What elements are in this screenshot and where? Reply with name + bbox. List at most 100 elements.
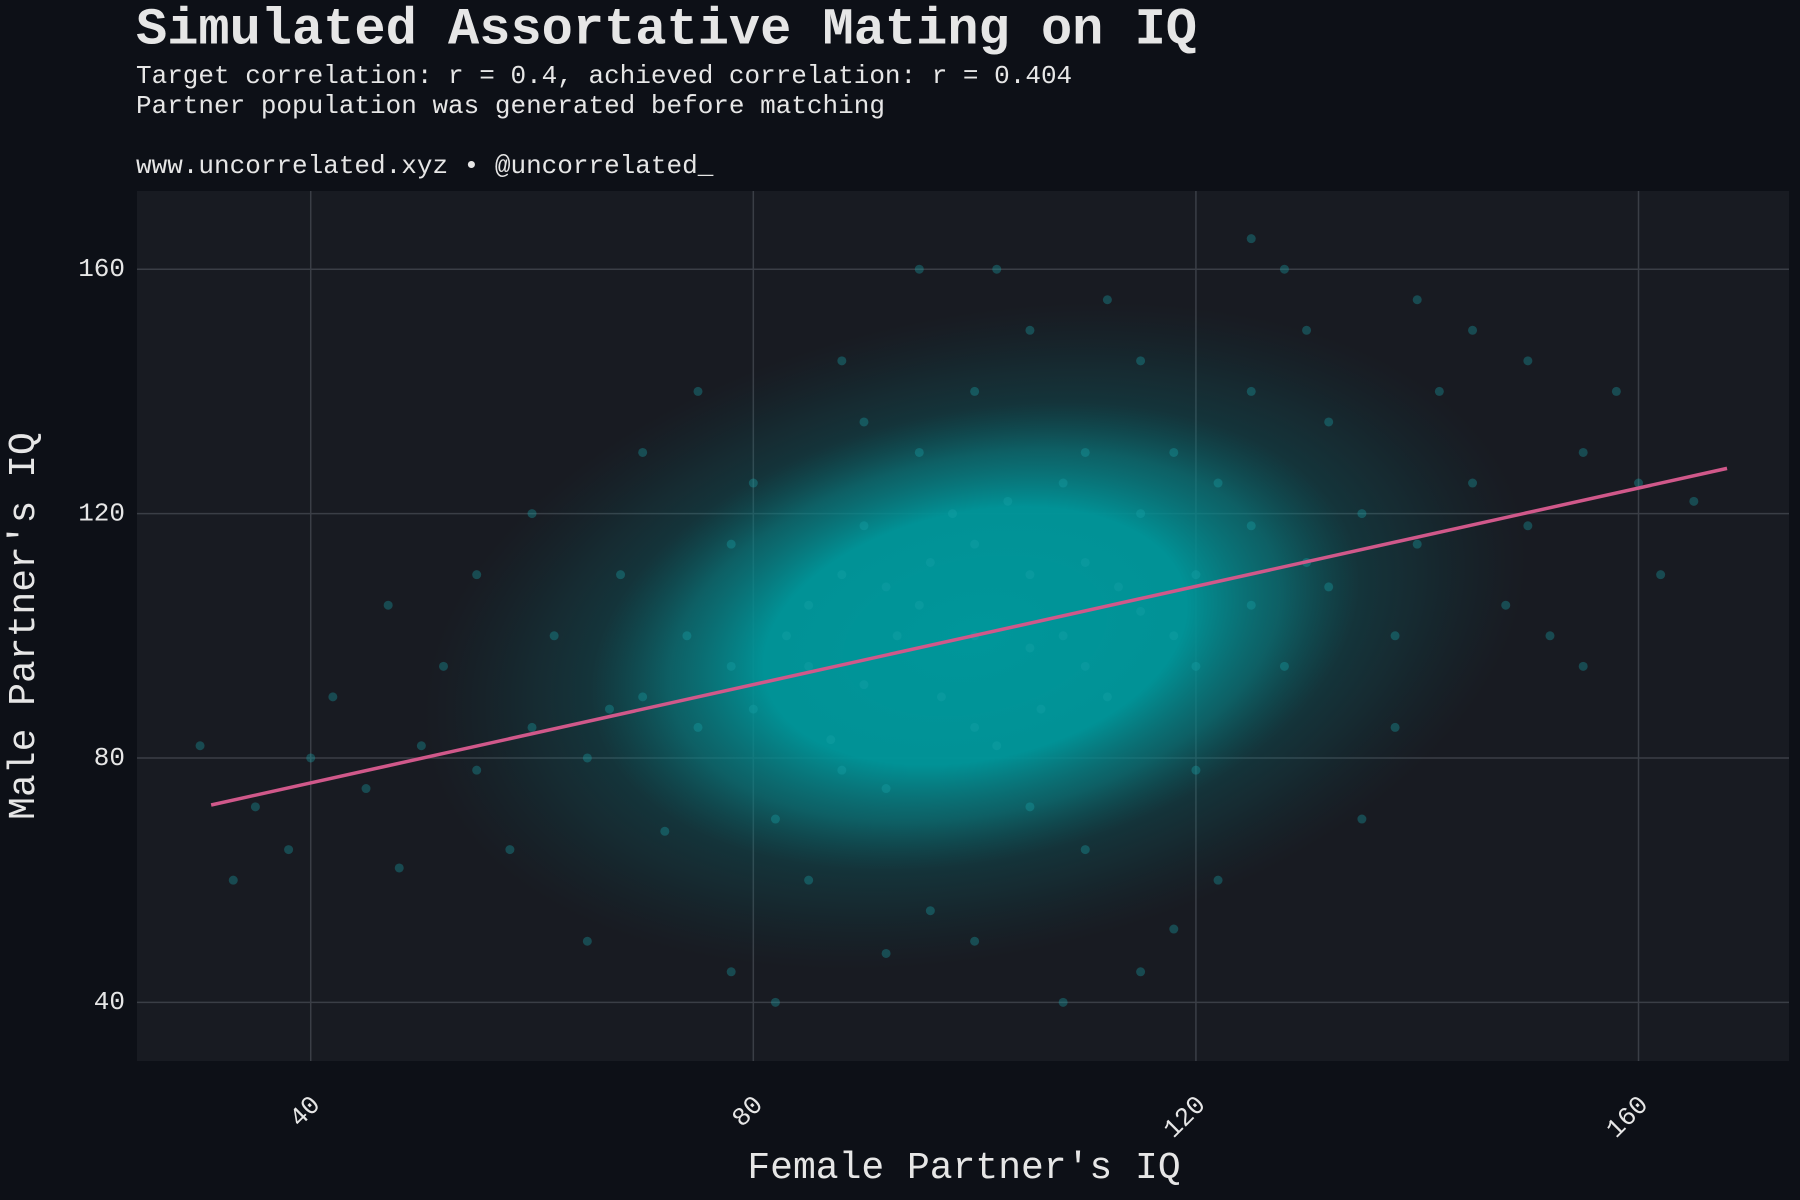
point bbox=[383, 600, 393, 610]
point bbox=[582, 753, 592, 763]
point bbox=[693, 386, 703, 396]
point bbox=[693, 722, 703, 732]
point bbox=[1025, 570, 1035, 580]
point bbox=[1523, 356, 1533, 366]
point bbox=[1246, 386, 1256, 396]
point bbox=[992, 264, 1002, 274]
point bbox=[804, 875, 814, 885]
point bbox=[328, 692, 338, 702]
point bbox=[1025, 643, 1035, 653]
point bbox=[1611, 386, 1621, 396]
point bbox=[1412, 539, 1422, 549]
point bbox=[1113, 582, 1123, 592]
subtitle: Partner population was generated before … bbox=[136, 91, 885, 121]
point bbox=[604, 704, 614, 714]
point bbox=[472, 765, 482, 775]
point bbox=[1279, 661, 1289, 671]
point bbox=[748, 704, 758, 714]
point bbox=[306, 753, 316, 763]
point bbox=[1136, 606, 1146, 616]
point bbox=[1025, 802, 1035, 812]
point bbox=[770, 814, 780, 824]
point bbox=[682, 631, 692, 641]
point bbox=[1058, 997, 1068, 1007]
point bbox=[505, 845, 515, 855]
point bbox=[660, 826, 670, 836]
point bbox=[1213, 478, 1223, 488]
point bbox=[726, 539, 736, 549]
point bbox=[1191, 765, 1201, 775]
point bbox=[638, 692, 648, 702]
point bbox=[1080, 845, 1090, 855]
point bbox=[914, 600, 924, 610]
y-tick-label: 120 bbox=[78, 498, 125, 528]
point bbox=[892, 631, 902, 641]
point bbox=[837, 356, 847, 366]
point bbox=[1390, 631, 1400, 641]
point bbox=[1169, 631, 1179, 641]
point bbox=[1523, 521, 1533, 531]
point bbox=[1501, 600, 1511, 610]
point bbox=[1213, 875, 1223, 885]
point bbox=[228, 875, 238, 885]
point bbox=[1102, 692, 1112, 702]
point bbox=[361, 784, 371, 794]
fit-line bbox=[210, 466, 1728, 807]
point bbox=[416, 741, 426, 751]
point bbox=[1191, 661, 1201, 671]
point bbox=[748, 478, 758, 488]
point bbox=[970, 386, 980, 396]
point bbox=[527, 509, 537, 519]
point bbox=[1545, 631, 1555, 641]
point bbox=[1169, 924, 1179, 934]
point bbox=[1058, 631, 1068, 641]
point bbox=[1136, 509, 1146, 519]
subtitle: Target correlation: r = 0.4, achieved co… bbox=[136, 61, 1072, 91]
point bbox=[1080, 557, 1090, 567]
point bbox=[859, 417, 869, 427]
point bbox=[549, 631, 559, 641]
point bbox=[1169, 447, 1179, 457]
point bbox=[936, 692, 946, 702]
point bbox=[914, 264, 924, 274]
point bbox=[770, 997, 780, 1007]
point bbox=[726, 967, 736, 977]
point bbox=[914, 447, 924, 457]
point bbox=[726, 661, 736, 671]
point bbox=[1324, 582, 1334, 592]
point bbox=[881, 784, 891, 794]
point bbox=[837, 765, 847, 775]
point bbox=[438, 661, 448, 671]
point bbox=[1357, 814, 1367, 824]
point bbox=[881, 948, 891, 958]
y-tick-label: 160 bbox=[78, 254, 125, 284]
point bbox=[527, 722, 537, 732]
point bbox=[1412, 295, 1422, 305]
y-tick-label: 40 bbox=[94, 987, 125, 1017]
point bbox=[826, 735, 836, 745]
point bbox=[284, 845, 294, 855]
point bbox=[970, 936, 980, 946]
point bbox=[472, 570, 482, 580]
point bbox=[1324, 417, 1334, 427]
point bbox=[1357, 509, 1367, 519]
point bbox=[1279, 264, 1289, 274]
point bbox=[947, 509, 957, 519]
y-tick-label: 80 bbox=[94, 743, 125, 773]
point bbox=[1578, 447, 1588, 457]
point bbox=[1302, 325, 1312, 335]
point bbox=[1246, 600, 1256, 610]
point bbox=[837, 570, 847, 580]
point bbox=[1634, 478, 1644, 488]
point bbox=[1434, 386, 1444, 396]
point bbox=[859, 521, 869, 531]
point bbox=[804, 600, 814, 610]
point bbox=[925, 906, 935, 916]
point bbox=[1468, 478, 1478, 488]
point bbox=[1025, 325, 1035, 335]
point bbox=[881, 582, 891, 592]
point bbox=[992, 741, 1002, 751]
point bbox=[638, 447, 648, 457]
point bbox=[1136, 356, 1146, 366]
point bbox=[925, 557, 935, 567]
